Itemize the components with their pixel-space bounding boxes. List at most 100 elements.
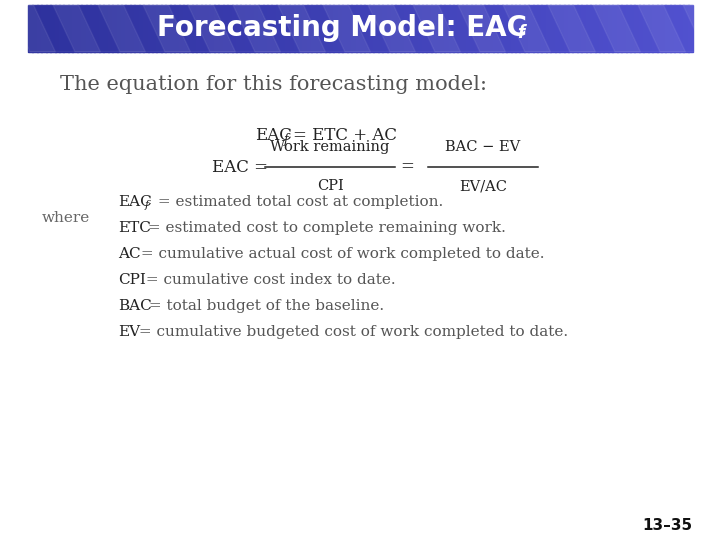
Bar [612, 5, 618, 52]
Bar [37, 5, 42, 52]
Bar [577, 5, 582, 52]
Bar [661, 5, 667, 52]
Polygon shape [368, 5, 461, 52]
Polygon shape [503, 5, 595, 52]
Bar [559, 5, 564, 52]
Bar [360, 5, 366, 52]
Text: = cumulative actual cost of work completed to date.: = cumulative actual cost of work complet… [136, 247, 544, 261]
Polygon shape [458, 5, 551, 52]
Bar [404, 5, 410, 52]
Bar [436, 5, 441, 52]
Polygon shape [683, 5, 720, 52]
Bar [608, 5, 613, 52]
Bar [378, 5, 383, 52]
Polygon shape [323, 5, 415, 52]
Text: Forecasting Model: EAC: Forecasting Model: EAC [157, 15, 527, 43]
Bar [634, 5, 640, 52]
Bar [316, 5, 321, 52]
Bar [373, 5, 379, 52]
Text: EAC =: EAC = [212, 159, 268, 176]
Bar [218, 5, 224, 52]
Bar [214, 5, 220, 52]
Bar [311, 5, 317, 52]
Bar [50, 5, 55, 52]
Bar [284, 5, 290, 52]
Bar [302, 5, 308, 52]
Bar [333, 5, 339, 52]
Bar [267, 5, 272, 52]
Text: EAC: EAC [255, 126, 292, 144]
Bar [519, 5, 525, 52]
Bar [307, 5, 312, 52]
Bar [564, 5, 569, 52]
Bar [643, 5, 649, 52]
Bar [94, 5, 100, 52]
Bar [222, 5, 228, 52]
Bar [236, 5, 241, 52]
Bar [59, 5, 64, 52]
Bar [523, 5, 529, 52]
Bar [72, 5, 78, 52]
Bar [329, 5, 334, 52]
Text: = cumulative budgeted cost of work completed to date.: = cumulative budgeted cost of work compl… [134, 325, 568, 339]
Text: f: f [145, 200, 149, 210]
Bar [652, 5, 657, 52]
Bar [413, 5, 418, 52]
Text: EV: EV [118, 325, 140, 339]
Bar [422, 5, 428, 52]
Bar [187, 5, 193, 52]
Bar [515, 5, 521, 52]
Bar [387, 5, 392, 52]
Bar [484, 5, 490, 52]
Bar [444, 5, 449, 52]
Bar [55, 5, 60, 52]
Text: = estimated cost to complete remaining work.: = estimated cost to complete remaining w… [143, 221, 506, 235]
Text: 13–35: 13–35 [642, 518, 692, 534]
Polygon shape [638, 5, 720, 52]
Bar [165, 5, 171, 52]
Bar [68, 5, 73, 52]
Bar [347, 5, 352, 52]
Bar [125, 5, 131, 52]
Bar [325, 5, 330, 52]
Text: = ETC + AC: = ETC + AC [293, 126, 397, 144]
Polygon shape [143, 5, 235, 52]
Bar [148, 5, 153, 52]
Bar [590, 5, 595, 52]
Bar [603, 5, 609, 52]
Bar [369, 5, 374, 52]
Bar [670, 5, 675, 52]
Polygon shape [278, 5, 371, 52]
Bar [550, 5, 556, 52]
Bar [351, 5, 356, 52]
Bar [679, 5, 684, 52]
Bar [210, 5, 215, 52]
Bar [426, 5, 432, 52]
Text: The equation for this forecasting model:: The equation for this forecasting model: [60, 76, 487, 94]
Bar [249, 5, 255, 52]
Bar [320, 5, 325, 52]
Bar [639, 5, 644, 52]
Bar [294, 5, 299, 52]
Bar [201, 5, 206, 52]
Polygon shape [188, 5, 281, 52]
Bar [617, 5, 622, 52]
Bar [143, 5, 148, 52]
Bar [41, 5, 47, 52]
Bar [192, 5, 197, 52]
Bar [395, 5, 401, 52]
Bar [112, 5, 117, 52]
Bar [298, 5, 303, 52]
Bar [232, 5, 237, 52]
Bar [342, 5, 348, 52]
Bar [121, 5, 127, 52]
Bar [630, 5, 636, 52]
Polygon shape [98, 5, 191, 52]
Bar [391, 5, 397, 52]
Bar [581, 5, 587, 52]
Bar [364, 5, 370, 52]
Bar [586, 5, 591, 52]
Polygon shape [0, 5, 55, 52]
Text: f: f [284, 132, 289, 145]
Bar [271, 5, 277, 52]
